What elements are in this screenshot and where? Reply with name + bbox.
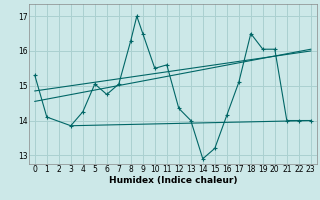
X-axis label: Humidex (Indice chaleur): Humidex (Indice chaleur) xyxy=(108,176,237,185)
